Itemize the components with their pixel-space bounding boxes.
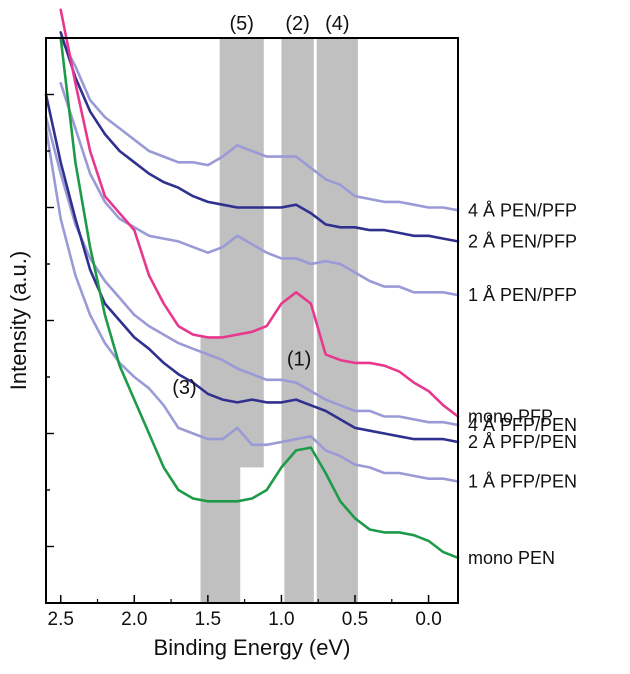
series-line-6 — [44, 93, 460, 444]
x-axis-ticks: 2.5 2.0 1.5 1.0 0.5 0.0 — [48, 595, 442, 630]
shaded-band-5 — [284, 371, 314, 603]
band-label: (4) — [325, 13, 349, 35]
series-label: 4 Å PFP/PEN — [468, 415, 577, 435]
shaded-bands — [200, 38, 358, 603]
series-line-8 — [59, 36, 460, 560]
x-tick-label: 1.0 — [268, 609, 294, 630]
series-label: 2 Å PFP/PEN — [468, 432, 577, 452]
band-label: (1) — [287, 348, 311, 370]
x-axis-title: Binding Energy (eV) — [154, 635, 351, 660]
series-label: 4 Å PEN/PFP — [468, 200, 577, 220]
x-tick-label: 2.0 — [121, 609, 147, 630]
shaded-band-3 — [316, 38, 358, 603]
series-lines — [44, 8, 460, 560]
band-label: (3) — [172, 377, 196, 399]
series-line-5 — [44, 115, 460, 427]
series-label: 1 Å PEN/PFP — [468, 285, 577, 305]
series-line-4 — [59, 8, 460, 418]
band-label: (2) — [285, 13, 309, 35]
x-tick-label: 0.5 — [342, 609, 368, 630]
x-tick-label: 0.0 — [415, 609, 441, 630]
band-labels: (5) (2) (4) (3) (1) — [172, 13, 349, 399]
series-label: mono PFP — [468, 407, 553, 427]
series-line-2 — [59, 31, 460, 243]
series-label: 1 Å PFP/PEN — [468, 472, 577, 492]
series-label: mono PEN — [468, 548, 555, 568]
band-label: (5) — [229, 13, 253, 35]
y-axis-ticks — [46, 37, 54, 604]
x-tick-label: 1.5 — [195, 609, 221, 630]
series-label: 2 Å PEN/PFP — [468, 231, 577, 251]
series-line-7 — [44, 127, 460, 483]
series-line-1 — [59, 36, 460, 212]
y-axis-title: Intensity (a.u.) — [6, 251, 31, 390]
series-labels: 4 Å PEN/PFP 2 Å PEN/PFP 1 Å PEN/PFP mono PF… — [468, 200, 577, 567]
shaded-band-4 — [200, 337, 241, 603]
x-tick-label: 2.5 — [48, 609, 74, 630]
